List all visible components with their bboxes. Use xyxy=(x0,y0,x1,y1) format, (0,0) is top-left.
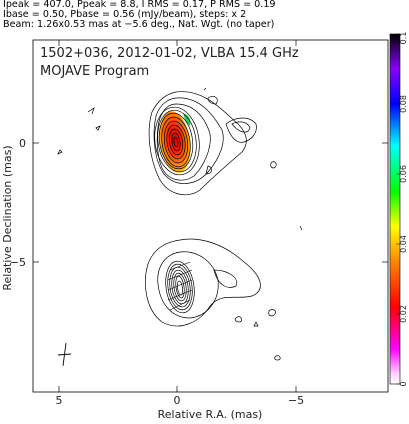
colorbar-ticks xyxy=(396,33,400,385)
y-axis-label: Relative Declination (mas) xyxy=(1,145,14,290)
x-axis-label: Relative R.A. (mas) xyxy=(158,408,263,421)
stats-line-2: Ibase = 0.50, Pbase = 0.56 (mJy/beam), s… xyxy=(3,9,247,20)
beam-marker xyxy=(57,342,72,367)
colorbar xyxy=(389,33,401,385)
plot-frame xyxy=(32,39,389,393)
colorbar-tick-label: 0.04 xyxy=(399,235,408,253)
southern-component-contours xyxy=(145,238,261,327)
core-contours xyxy=(148,91,257,196)
x-tick-label: 0 xyxy=(174,394,181,407)
colorbar-tick-label: 0.02 xyxy=(399,305,408,323)
axis-ticks xyxy=(33,40,388,392)
plot-title: 1502+036, 2012-01-02, VLBA 15.4 GHz xyxy=(40,46,299,61)
plot-subtitle: MOJAVE Program xyxy=(40,64,149,79)
beam-info-line: Beam: 1.26x0.53 mas at −5.6 deg., Nat. W… xyxy=(3,19,275,30)
colorbar-tick-label: 0 xyxy=(399,381,408,386)
colorbar-tick-label: 0.1 xyxy=(399,32,408,45)
x-tick-label: 5 xyxy=(56,394,63,407)
noise-contours xyxy=(57,87,303,361)
colorbar-tick-label: 0.06 xyxy=(399,165,408,183)
stats-line-1: Ipeak = 407.0, Ppeak = 8.8, I RMS = 0.17… xyxy=(3,0,276,10)
colorbar-tick-label: 0.08 xyxy=(399,95,408,113)
x-tick-label: −5 xyxy=(288,394,304,407)
y-tick-label: 0 xyxy=(19,137,26,150)
polarized-patch xyxy=(183,113,191,126)
y-tick-label: −5 xyxy=(10,256,26,269)
